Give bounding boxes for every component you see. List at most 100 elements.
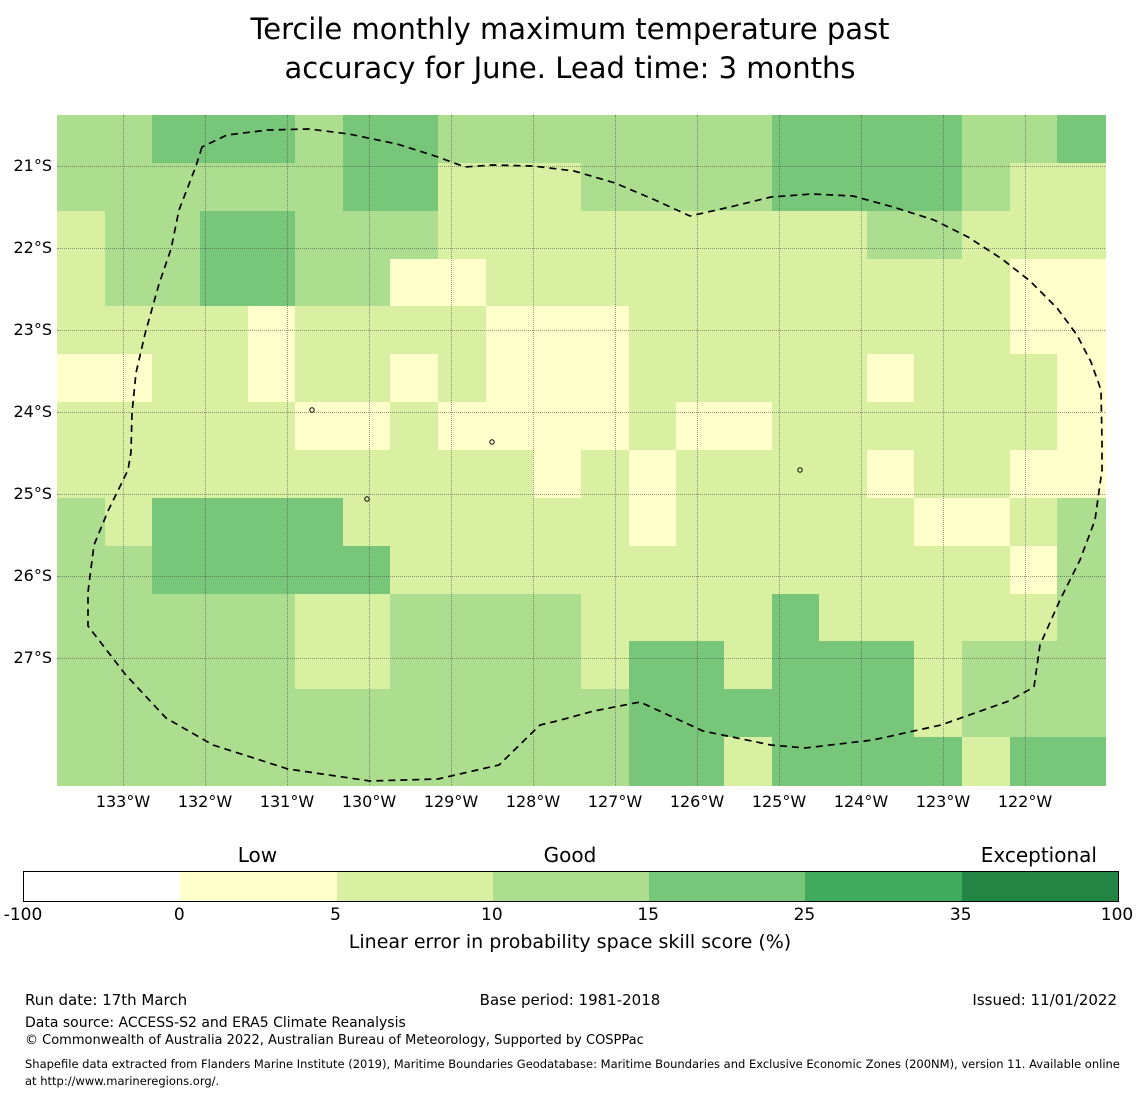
grid-cell xyxy=(1009,545,1058,595)
colorbar-segment xyxy=(492,872,650,901)
grid-cell xyxy=(676,354,725,403)
grid-cell xyxy=(104,354,153,403)
grid-cell xyxy=(295,689,344,738)
grid-cell xyxy=(57,402,106,451)
grid-cell xyxy=(57,737,106,786)
grid-cell xyxy=(342,258,392,308)
grid-cell xyxy=(199,258,249,308)
grid-cell xyxy=(104,115,153,164)
grid-cell xyxy=(57,354,106,403)
colorbar-segment xyxy=(336,872,493,901)
grid-cell xyxy=(199,593,249,643)
colorbar-category-label: Low xyxy=(237,843,278,867)
grid-cell xyxy=(723,115,773,164)
grid-cell xyxy=(628,641,677,690)
grid-cell xyxy=(676,258,725,308)
grid-cell xyxy=(819,258,868,308)
grid-cell xyxy=(390,641,439,690)
grid-cell xyxy=(1009,497,1058,547)
grid-cell xyxy=(390,593,439,643)
meridian-gridline xyxy=(943,115,944,785)
grid-cell xyxy=(723,737,773,786)
grid-cell xyxy=(914,593,963,643)
grid-cell xyxy=(819,497,868,547)
island-outline xyxy=(309,407,315,413)
grid-cell xyxy=(390,402,439,451)
grid-cell xyxy=(342,593,392,643)
grid-cell xyxy=(485,689,534,738)
grid-cell xyxy=(1057,689,1106,738)
grid-cell xyxy=(866,545,916,595)
grid-cell xyxy=(676,593,725,643)
meridian-gridline xyxy=(123,115,124,785)
longitude-tick-label: 126°W xyxy=(669,792,725,811)
grid-cell xyxy=(1009,115,1058,164)
grid-cell xyxy=(485,737,534,786)
chart-title: Tercile monthly maximum temperature past… xyxy=(0,10,1140,88)
grid-cell xyxy=(104,737,153,786)
grid-cell xyxy=(485,162,534,212)
grid-cell xyxy=(438,497,487,547)
grid-cell xyxy=(1009,210,1058,260)
grid-cell xyxy=(342,162,392,212)
grid-cell xyxy=(914,115,963,164)
grid-cell xyxy=(104,593,153,643)
latitude-tick-label: 27°S xyxy=(13,648,52,667)
colorbar-tick-label: 0 xyxy=(173,905,185,925)
grid-cell xyxy=(533,593,582,643)
grid-cell xyxy=(819,210,868,260)
eez-dashed-boundary xyxy=(87,128,1103,782)
grid-cell xyxy=(1057,210,1106,260)
grid-cell xyxy=(628,354,677,403)
grid-cell xyxy=(390,689,439,738)
grid-cell xyxy=(533,689,582,738)
grid-cell xyxy=(628,593,677,643)
grid-cell xyxy=(485,115,534,164)
island-outline xyxy=(364,496,370,502)
colorbar-category-label: Exceptional xyxy=(980,843,1097,867)
grid-cell xyxy=(485,593,534,643)
grid-cell xyxy=(1009,737,1058,786)
grid-cell xyxy=(390,545,439,595)
parallel-gridline xyxy=(57,494,1105,495)
grid-cell xyxy=(152,258,201,308)
grid-cell xyxy=(295,162,344,212)
grid-cell xyxy=(723,402,773,451)
grid-cell xyxy=(199,689,249,738)
grid-cell xyxy=(104,402,153,451)
grid-cell xyxy=(581,497,630,547)
grid-cell xyxy=(962,497,1011,547)
grid-cell xyxy=(295,354,344,403)
grid-cell xyxy=(819,641,868,690)
parallel-gridline xyxy=(57,166,1105,167)
grid-cell xyxy=(866,115,916,164)
grid-cell xyxy=(438,162,487,212)
grid-cell xyxy=(295,258,344,308)
meridian-gridline xyxy=(533,115,534,785)
grid-cell xyxy=(628,545,677,595)
grid-cell xyxy=(819,402,868,451)
grid-cell xyxy=(723,593,773,643)
grid-cell xyxy=(342,737,392,786)
grid-cell xyxy=(1057,450,1106,499)
eez-boundary-layer xyxy=(87,128,1103,782)
longitude-tick-label: 123°W xyxy=(915,792,971,811)
grid-cell xyxy=(962,162,1011,212)
grid-cell xyxy=(438,115,487,164)
grid-cell xyxy=(866,497,916,547)
colorbar-segment xyxy=(961,872,1118,901)
grid-cell xyxy=(819,450,868,499)
grid-cell xyxy=(628,737,677,786)
grid-cell xyxy=(581,737,630,786)
grid-cell xyxy=(1057,641,1106,690)
grid-cell xyxy=(295,115,344,164)
grid-cell xyxy=(390,162,439,212)
grid-cell xyxy=(438,689,487,738)
grid-cell xyxy=(819,593,868,643)
grid-cell xyxy=(866,258,916,308)
grid-cell xyxy=(152,737,201,786)
colorbar-caption: Linear error in probability space skill … xyxy=(348,931,792,953)
longitude-tick-label: 129°W xyxy=(423,792,479,811)
grid-cell xyxy=(866,689,916,738)
grid-cell xyxy=(152,450,201,499)
